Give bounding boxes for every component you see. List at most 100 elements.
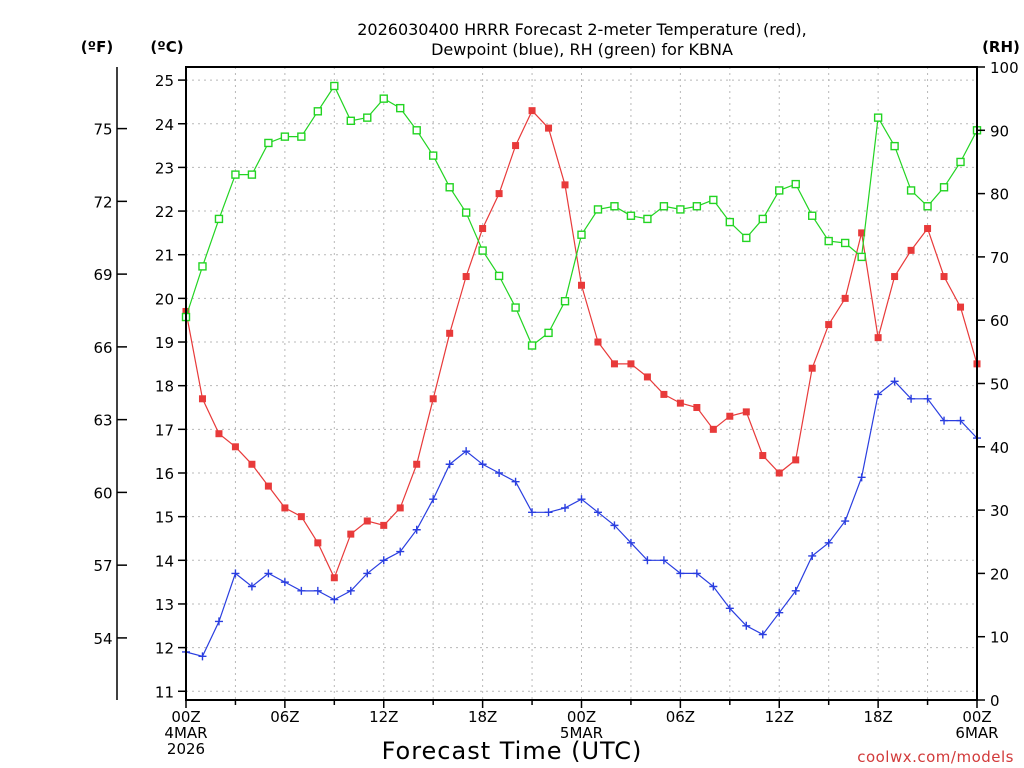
rh-point bbox=[280, 132, 290, 141]
temperature-series bbox=[182, 107, 981, 582]
celsius-tick-label: 11 bbox=[155, 683, 174, 701]
dewpoint-point bbox=[346, 586, 355, 595]
temperature-point bbox=[396, 504, 404, 512]
rh-tick-label: 70 bbox=[990, 249, 1009, 267]
x-tick-label: 18Z bbox=[468, 708, 497, 726]
dewpoint-point bbox=[791, 586, 800, 595]
celsius-tick-label: 12 bbox=[155, 640, 174, 658]
rh-point bbox=[923, 202, 932, 211]
dewpoint-point bbox=[923, 394, 932, 403]
temperature-point bbox=[429, 395, 437, 403]
rh-point bbox=[412, 126, 421, 135]
x-tick-label: 4MAR bbox=[164, 724, 207, 742]
temperature-point bbox=[479, 225, 487, 233]
dewpoint-point bbox=[280, 578, 289, 587]
fahrenheit-tick-label: 54 bbox=[93, 630, 112, 648]
x-axis-label: Forecast Time (UTC) bbox=[382, 737, 643, 765]
rh-point bbox=[824, 236, 833, 246]
celsius-tick-label: 22 bbox=[155, 203, 174, 221]
rh-point bbox=[297, 132, 306, 141]
temperature-point bbox=[940, 273, 948, 281]
rh-tick-label: 80 bbox=[990, 186, 1009, 204]
rh-tick-label: 10 bbox=[990, 629, 1009, 647]
temperature-point bbox=[330, 574, 338, 582]
temperature-point bbox=[545, 124, 553, 132]
dewpoint-point bbox=[808, 551, 817, 560]
dewpoint-point bbox=[214, 617, 223, 626]
celsius-tick-label: 16 bbox=[155, 465, 174, 483]
temperature-point bbox=[380, 521, 388, 529]
celsius-tick-label: 21 bbox=[155, 247, 174, 265]
rh-tick-label: 60 bbox=[990, 312, 1009, 330]
temperature-point bbox=[891, 273, 899, 281]
rh-series bbox=[181, 81, 982, 350]
temperature-point bbox=[660, 390, 668, 398]
rh-point bbox=[494, 271, 504, 281]
dewpoint-point bbox=[544, 508, 553, 517]
temperature-point bbox=[858, 229, 866, 237]
celsius-tick-label: 13 bbox=[155, 596, 174, 614]
rh-tick-label: 0 bbox=[990, 692, 1000, 710]
fahrenheit-tick-label: 63 bbox=[93, 412, 112, 430]
rh-point bbox=[626, 211, 636, 220]
celsius-tick-label: 23 bbox=[155, 159, 174, 177]
fahrenheit-tick-label: 57 bbox=[93, 557, 112, 575]
rh-point bbox=[692, 202, 702, 211]
rh-point bbox=[676, 205, 685, 214]
fahrenheit-tick-label: 60 bbox=[93, 484, 112, 502]
temperature-point bbox=[281, 504, 289, 512]
rh-point bbox=[659, 202, 669, 211]
x-tick-label: 06Z bbox=[270, 708, 299, 726]
temperature-point bbox=[347, 530, 355, 538]
temperature-point bbox=[874, 334, 882, 342]
temperature-point bbox=[578, 281, 585, 289]
fahrenheit-tick-label: 72 bbox=[93, 193, 112, 211]
dewpoint-point bbox=[445, 460, 454, 469]
rh-point bbox=[758, 214, 767, 224]
rh-point bbox=[939, 183, 949, 192]
dewpoint-series bbox=[182, 377, 981, 661]
celsius-tick-label: 19 bbox=[155, 334, 174, 352]
rh-point bbox=[742, 233, 751, 243]
temperature-point bbox=[198, 395, 206, 403]
dewpoint-point bbox=[462, 447, 471, 456]
rh-tick-label: 30 bbox=[990, 502, 1009, 520]
grid-lines bbox=[186, 67, 977, 700]
dewpoint-point bbox=[593, 508, 602, 517]
dewpoint-point bbox=[577, 495, 586, 504]
celsius-tick-label: 15 bbox=[155, 509, 174, 527]
rh-point bbox=[247, 170, 257, 179]
dewpoint-point bbox=[659, 556, 668, 565]
dewpoint-point bbox=[412, 525, 421, 534]
temperature-point bbox=[957, 303, 965, 311]
rh-point bbox=[527, 341, 537, 350]
temperature-point bbox=[709, 425, 717, 433]
rh-point bbox=[511, 303, 520, 312]
temperature-point bbox=[264, 482, 272, 490]
temperature-point bbox=[742, 408, 750, 416]
celsius-tick-label: 14 bbox=[155, 552, 174, 570]
temperature-point bbox=[627, 360, 635, 368]
rh-tick-label: 100 bbox=[990, 59, 1019, 77]
temperature-point bbox=[297, 513, 305, 521]
dewpoint-point bbox=[363, 569, 372, 578]
dewpoint-point bbox=[775, 608, 784, 617]
celsius-tick-label: 24 bbox=[155, 116, 174, 134]
dewpoint-point bbox=[561, 503, 570, 512]
rh-point bbox=[808, 211, 817, 220]
dewpoint-point bbox=[396, 547, 405, 556]
celsius-tick-label: 25 bbox=[155, 72, 174, 90]
rh-point bbox=[231, 170, 240, 179]
x-tick-label: 18Z bbox=[863, 708, 892, 726]
rh-point bbox=[478, 246, 487, 255]
dewpoint-point bbox=[841, 517, 850, 526]
dewpoint-point bbox=[511, 477, 520, 486]
celsius-tick-label: 20 bbox=[155, 290, 174, 308]
dewpoint-point bbox=[495, 468, 504, 477]
rh-point bbox=[906, 186, 916, 195]
dewpoint-point bbox=[956, 416, 965, 425]
x-tick-label: 00Z bbox=[171, 708, 200, 726]
temperature-point bbox=[446, 329, 454, 337]
